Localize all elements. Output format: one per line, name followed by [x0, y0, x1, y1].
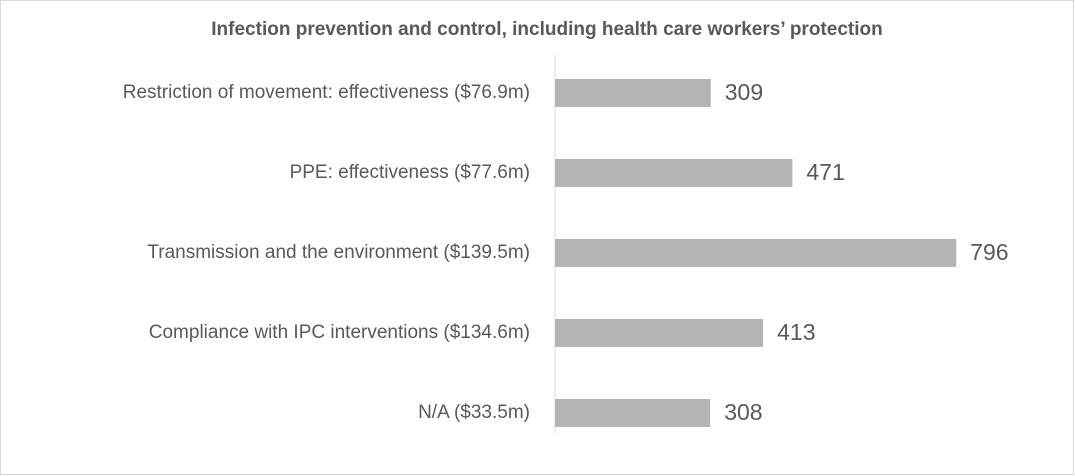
bar [555, 399, 711, 427]
bar [555, 79, 711, 107]
y-tick-label: Compliance with IPC interventions ($134.… [149, 322, 530, 343]
y-tick-label: Transmission and the environment ($139.5… [147, 242, 530, 263]
chart-title: Infection prevention and control, includ… [211, 19, 882, 40]
bar [555, 319, 764, 347]
y-tick-label: PPE: effectiveness ($77.6m) [290, 162, 530, 183]
y-tick-label: Restriction of movement: effectiveness (… [123, 82, 530, 103]
bar [555, 159, 793, 187]
bar [555, 239, 957, 267]
data-label: 471 [806, 159, 844, 185]
data-label: 309 [725, 79, 763, 105]
data-label: 796 [970, 239, 1008, 265]
data-label: 308 [724, 399, 762, 425]
y-tick-label: N/A ($33.5m) [418, 402, 530, 423]
data-label: 413 [777, 319, 815, 345]
